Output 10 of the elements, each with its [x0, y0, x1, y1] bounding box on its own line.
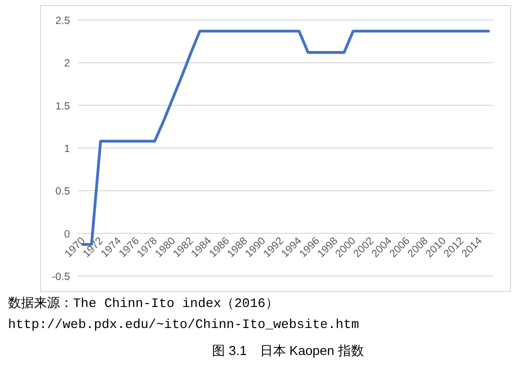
- y-tick-label: 0.5: [55, 186, 70, 198]
- y-tick-label: 2.5: [55, 15, 70, 27]
- source-note: 数据来源：The Chinn-Ito index（2016）: [8, 296, 278, 311]
- y-tick-label: -0.5: [52, 271, 70, 283]
- y-tick-label: 2: [64, 58, 70, 70]
- y-tick-label: 0: [64, 228, 70, 240]
- y-tick-label: 1.5: [55, 100, 70, 112]
- text: 图 3.1 日本 Kaopen 指数: [212, 343, 364, 358]
- y-tick-label: 1: [64, 143, 70, 155]
- text: http://web.pdx.edu/~ito/Chinn-Ito_website.htm: [8, 317, 360, 332]
